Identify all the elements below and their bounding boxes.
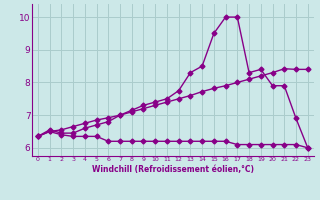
X-axis label: Windchill (Refroidissement éolien,°C): Windchill (Refroidissement éolien,°C)	[92, 165, 254, 174]
